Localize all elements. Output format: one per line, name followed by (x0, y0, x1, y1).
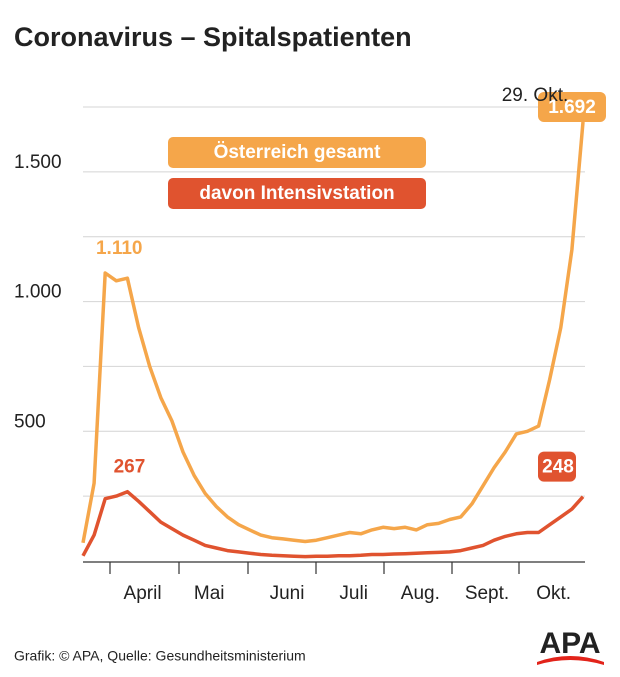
x-tick-label: April (124, 583, 162, 604)
legend-box (168, 137, 426, 168)
value-label: 248 (542, 457, 574, 478)
value-label: 1.110 (96, 238, 143, 259)
logo-text: APA (539, 627, 600, 660)
x-tick-label: Sept. (465, 583, 509, 604)
logo: APA (537, 627, 604, 665)
legend-box (168, 178, 426, 209)
series-line (81, 489, 585, 559)
annotation: 29. Okt. (502, 85, 569, 106)
source: Grafik: © APA, Quelle: Gesundheitsminist… (14, 648, 306, 664)
x-tick-label: Okt. (536, 583, 571, 604)
x-tick-label: Juli (339, 583, 368, 604)
x-tick-label: Juni (270, 583, 305, 604)
logo-swoosh (537, 656, 604, 665)
y-tick-label: 1.000 (14, 282, 62, 303)
value-label-box (538, 92, 606, 123)
x-tick-label: Mai (194, 583, 225, 604)
chart-title: Coronavirus – Spitalspatienten (14, 22, 412, 52)
value-label: 1.692 (548, 97, 596, 118)
legend-label: Österreich gesamt (214, 142, 382, 163)
y-tick-label: 1.500 (14, 152, 62, 173)
month-ticks (83, 561, 585, 574)
y-tick-label: 500 (14, 411, 46, 432)
series-line (81, 121, 585, 544)
value-label-box (538, 451, 576, 482)
legend-label: davon Intensivstation (199, 183, 394, 204)
value-label: 267 (114, 457, 146, 478)
x-tick-label: Aug. (401, 583, 440, 604)
